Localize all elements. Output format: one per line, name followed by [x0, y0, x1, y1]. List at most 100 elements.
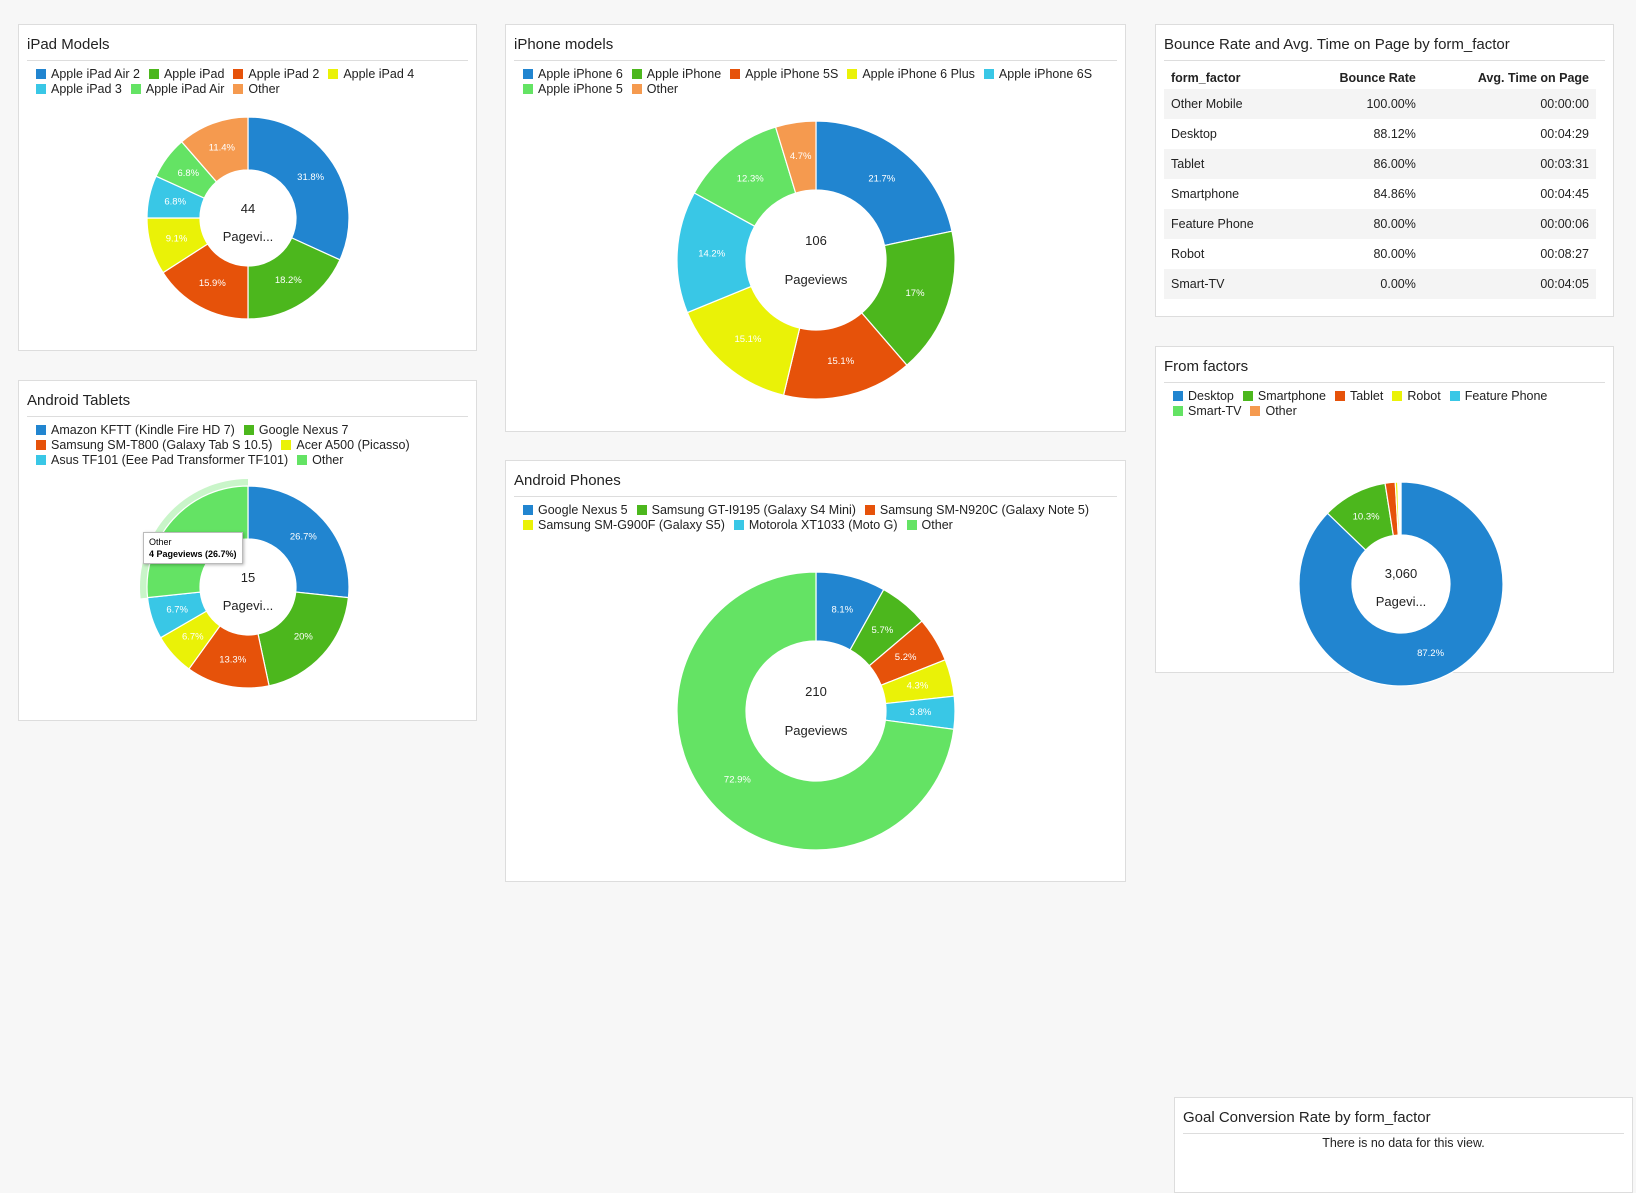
legend-item[interactable]: Tablet: [1334, 389, 1383, 404]
slice-label: 72.9%: [724, 774, 751, 785]
table-cell: Robot: [1171, 247, 1205, 261]
bounce-rate-table: form_factor Bounce Rate Avg. Time on Pag…: [1164, 65, 1596, 299]
donut-slice[interactable]: [180, 116, 249, 183]
tablets-donut-chart[interactable]: 26.7% 20% 13.3% 6.7% 6.7% 15 Pagevi...: [140, 479, 350, 689]
legend-item[interactable]: Motorola XT1033 (Moto G): [733, 518, 898, 533]
legend-item[interactable]: Asus TF101 (Eee Pad Transformer TF101): [36, 453, 288, 468]
iphone-models-card: iPhone models Apple iPhone 6 Apple iPhone…: [505, 24, 1126, 432]
table-cell: 86.00%: [1297, 149, 1423, 179]
legend-item[interactable]: Amazon KFTT (Kindle Fire HD 7): [36, 423, 235, 438]
chart-center-label: Pagevi...: [1375, 594, 1427, 609]
donut-slice[interactable]: [774, 120, 817, 194]
factors-donut-chart[interactable]: 87.2% 10.3% 3,060 Pagevi...: [1298, 481, 1504, 687]
legend-item[interactable]: Other: [1250, 404, 1297, 419]
legend-item[interactable]: Other: [297, 453, 343, 468]
legend-item[interactable]: Samsung SM-G900F (Galaxy S5): [523, 518, 725, 533]
slice-label: 5.7%: [872, 625, 894, 636]
legend-label: Apple iPad 2: [248, 67, 320, 81]
legend-item[interactable]: Robot: [1392, 389, 1441, 404]
legend-item[interactable]: Apple iPhone 5S: [730, 67, 838, 82]
legend-label: Amazon KFTT (Kindle Fire HD 7): [51, 423, 235, 437]
legend-item[interactable]: Feature Phone: [1449, 389, 1547, 404]
legend-item[interactable]: Other: [631, 82, 678, 97]
legend-item[interactable]: Apple iPad 2: [233, 67, 319, 82]
legend-item[interactable]: Apple iPhone 5: [523, 82, 623, 97]
iphone-donut-chart[interactable]: 21.7% 17% 15.1% 15.1% 14.2% 12.3% 4.7% 106 Pag…: [676, 120, 956, 400]
legend-item[interactable]: Smartphone: [1242, 389, 1326, 404]
legend-item[interactable]: Apple iPhone 6S: [983, 67, 1093, 82]
legend-label: Apple iPhone 6S: [998, 67, 1093, 81]
legend-swatch: [36, 84, 46, 94]
legend-item[interactable]: Samsung SM-T800 (Galaxy Tab S 10.5): [36, 438, 272, 453]
legend-label: Apple iPad Air 2: [51, 67, 140, 81]
donut-slice[interactable]: [247, 485, 350, 599]
legend-swatch: [847, 69, 858, 79]
legend-swatch: [233, 84, 244, 94]
chart-legend: Google Nexus 5 Samsung GT-I9195 (Galaxy S…: [523, 503, 1117, 533]
ipad-models-card: iPad Models Apple iPad Air 2 Apple iPad Ap…: [18, 24, 477, 351]
slice-label: 17%: [906, 288, 926, 299]
legend-label: Apple iPhone 5: [538, 82, 623, 96]
donut-slice[interactable]: [860, 230, 956, 367]
table-cell: 00:00:00: [1422, 89, 1596, 119]
donut-slice[interactable]: [815, 120, 953, 247]
donut-slice[interactable]: [1298, 481, 1504, 687]
legend-item[interactable]: Samsung SM-N920C (Galaxy Note 5): [864, 503, 1089, 518]
table-row: Smart-TV 0.00% 00:04:05: [1164, 269, 1596, 299]
legend-item[interactable]: Apple iPad Air: [130, 82, 224, 97]
table-cell: 00:04:45: [1540, 187, 1589, 201]
legend-label: Other: [1265, 404, 1297, 418]
chart-center-label: Pagevi...: [222, 229, 274, 244]
slice-label: 15.1%: [734, 334, 761, 345]
legend-label: Apple iPhone 6: [538, 67, 623, 81]
donut-slice[interactable]: [1399, 481, 1402, 536]
legend-label: Apple iPad 4: [343, 67, 415, 81]
chart-legend: Apple iPhone 6 Apple iPhone Apple iPhone 5…: [523, 67, 1117, 97]
legend-swatch: [1173, 406, 1183, 416]
table-cell: 100.00%: [1297, 89, 1423, 119]
column-header[interactable]: Bounce Rate: [1339, 71, 1416, 85]
legend-label: Other: [921, 518, 953, 532]
legend-item[interactable]: Apple iPhone 6 Plus: [847, 67, 975, 82]
legend-item[interactable]: Other: [906, 518, 953, 533]
legend-label: Google Nexus 5: [538, 503, 628, 517]
card-title: iPhone models: [514, 35, 1117, 61]
ipad-donut-chart[interactable]: 31.8% 18.2% 15.9% 9.1% 6.8% 6.8% 11.4% 44 Page…: [146, 116, 350, 320]
legend-label: Asus TF101 (Eee Pad Transformer TF101): [51, 453, 289, 467]
legend-item[interactable]: Acer A500 (Picasso): [281, 438, 410, 453]
legend-swatch: [297, 455, 308, 465]
legend-item[interactable]: Samsung GT-I9195 (Galaxy S4 Mini): [636, 503, 856, 518]
donut-slice[interactable]: [676, 571, 955, 851]
legend-item[interactable]: Apple iPhone 6: [523, 67, 623, 82]
slice-label: 10.3%: [1353, 512, 1380, 523]
legend-label: Smartphone: [1257, 389, 1326, 403]
legend-label: Robot: [1407, 389, 1441, 403]
legend-swatch: [1334, 391, 1345, 401]
table-row: Other Mobile 100.00% 00:00:00: [1164, 89, 1596, 119]
column-header[interactable]: Avg. Time on Page: [1477, 71, 1589, 85]
legend-item[interactable]: Smart-TV: [1173, 404, 1241, 419]
legend-item[interactable]: Other: [233, 82, 280, 97]
donut-slice[interactable]: [247, 116, 350, 261]
legend-item[interactable]: Apple iPad Air 2: [36, 67, 140, 82]
slice-label: 21.7%: [868, 173, 895, 184]
legend-item[interactable]: Desktop: [1173, 389, 1234, 404]
legend-item[interactable]: Apple iPhone: [631, 67, 721, 82]
chart-center-label: Pagevi...: [222, 598, 274, 613]
android-phones-card: Android Phones Google Nexus 5 Samsung GT-…: [505, 460, 1126, 882]
legend-item[interactable]: Apple iPad 3: [36, 82, 122, 97]
slice-label: 26.7%: [290, 532, 317, 543]
slice-label: 15.9%: [199, 278, 226, 289]
legend-item[interactable]: Apple iPad 4: [328, 67, 414, 82]
legend-item[interactable]: Google Nexus 5: [523, 503, 628, 518]
legend-item[interactable]: Google Nexus 7: [243, 423, 349, 438]
slice-label: 31.8%: [297, 172, 324, 183]
legend-item[interactable]: Apple iPad: [148, 67, 224, 82]
donut-slice[interactable]: [257, 591, 350, 687]
legend-swatch: [1173, 391, 1183, 401]
legend-swatch: [636, 505, 647, 515]
column-header[interactable]: form_factor: [1171, 71, 1241, 85]
phones-donut-chart[interactable]: 8.1% 5.7% 5.2% 4.3% 3.8% 72.9% 210 Pageviews: [676, 571, 956, 851]
legend-label: Samsung SM-N920C (Galaxy Note 5): [879, 503, 1089, 517]
no-data-message: There is no data for this view.: [1322, 1136, 1485, 1150]
